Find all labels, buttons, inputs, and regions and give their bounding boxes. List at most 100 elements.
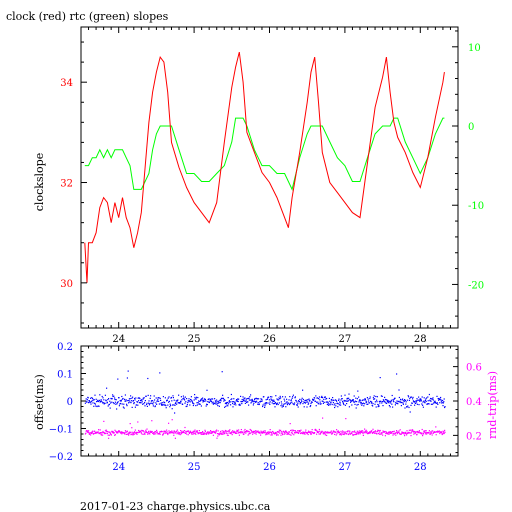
data-point	[228, 430, 230, 432]
data-point	[278, 402, 280, 404]
data-point	[166, 431, 168, 433]
data-point	[365, 429, 367, 431]
data-point	[344, 432, 346, 434]
data-point	[354, 400, 356, 402]
data-point	[170, 396, 172, 399]
data-point	[391, 432, 393, 434]
data-point	[100, 434, 102, 436]
data-point	[190, 432, 192, 434]
data-point	[360, 431, 362, 433]
data-point	[192, 431, 194, 433]
data-point	[224, 399, 226, 401]
data-point	[357, 431, 359, 433]
bottom-plot: 24 25 26 27 28 −0.2 −0.1 0 0.1 0.2 0.2 0.4 0.6 offse…	[33, 342, 499, 473]
data-point	[223, 398, 225, 401]
data-point	[423, 397, 425, 399]
data-point	[276, 398, 278, 400]
data-point	[185, 431, 187, 433]
data-point	[444, 406, 446, 408]
data-point	[327, 431, 329, 433]
data-point	[359, 431, 361, 434]
series-rtc-green-line	[84, 117, 445, 191]
data-point	[426, 433, 428, 435]
data-point	[164, 430, 166, 432]
data-point	[210, 400, 212, 403]
data-point	[283, 431, 285, 433]
data-point	[418, 399, 420, 401]
data-point	[304, 432, 306, 434]
data-point	[271, 434, 273, 436]
x-tick-label: 25	[188, 462, 201, 473]
data-point	[358, 396, 360, 398]
data-point	[413, 401, 415, 403]
data-point	[93, 405, 95, 407]
data-point	[388, 431, 390, 433]
data-point	[110, 398, 112, 400]
data-point	[236, 432, 238, 434]
data-point	[188, 398, 190, 400]
data-point	[196, 430, 198, 432]
data-point	[152, 432, 154, 434]
data-point	[228, 400, 230, 402]
data-point	[97, 431, 99, 433]
data-point	[88, 433, 90, 435]
data-point	[285, 430, 287, 432]
data-point	[85, 398, 87, 400]
data-point	[327, 401, 329, 403]
data-point	[379, 431, 381, 433]
data-point	[188, 432, 190, 434]
data-point	[287, 433, 289, 435]
data-point	[86, 399, 88, 401]
data-point	[212, 401, 214, 403]
data-point	[123, 407, 125, 409]
data-point	[290, 429, 292, 432]
data-point	[204, 430, 206, 432]
data-point	[362, 430, 364, 432]
data-point	[174, 402, 176, 405]
data-point	[98, 400, 100, 403]
data-point	[94, 432, 96, 434]
data-point	[159, 433, 161, 435]
data-point	[260, 434, 262, 436]
data-point	[382, 405, 384, 407]
data-point	[322, 417, 324, 419]
y-left-tick-label: 30	[60, 279, 73, 290]
data-point	[316, 397, 318, 399]
data-point	[173, 399, 175, 401]
data-point	[136, 404, 138, 406]
data-point	[280, 431, 282, 433]
data-point	[186, 405, 188, 407]
data-point	[240, 395, 242, 397]
data-point	[144, 431, 146, 433]
data-point	[231, 401, 233, 403]
data-point	[336, 433, 338, 435]
data-point	[118, 430, 120, 432]
data-point	[213, 431, 215, 433]
data-point	[334, 403, 336, 405]
data-point	[396, 431, 398, 433]
data-point	[251, 398, 253, 400]
data-point	[382, 430, 384, 432]
data-point	[204, 398, 206, 401]
data-point	[119, 403, 121, 405]
data-point	[179, 434, 181, 436]
data-point	[207, 432, 209, 434]
data-point	[401, 401, 403, 403]
data-point	[407, 395, 409, 397]
data-point	[432, 403, 434, 405]
data-point	[404, 432, 406, 435]
data-point	[345, 418, 347, 420]
data-point	[392, 434, 394, 436]
data-point	[363, 399, 365, 401]
data-point	[171, 408, 173, 410]
y-axis-label-rndtrip: rnd-trip(ms)	[486, 371, 499, 439]
data-point	[194, 432, 196, 434]
data-point	[144, 401, 146, 404]
data-point	[434, 401, 436, 403]
data-point	[405, 403, 407, 405]
data-point	[272, 399, 274, 401]
data-point	[264, 402, 266, 404]
data-point	[226, 402, 228, 405]
data-point	[132, 434, 134, 436]
data-point	[394, 404, 396, 406]
